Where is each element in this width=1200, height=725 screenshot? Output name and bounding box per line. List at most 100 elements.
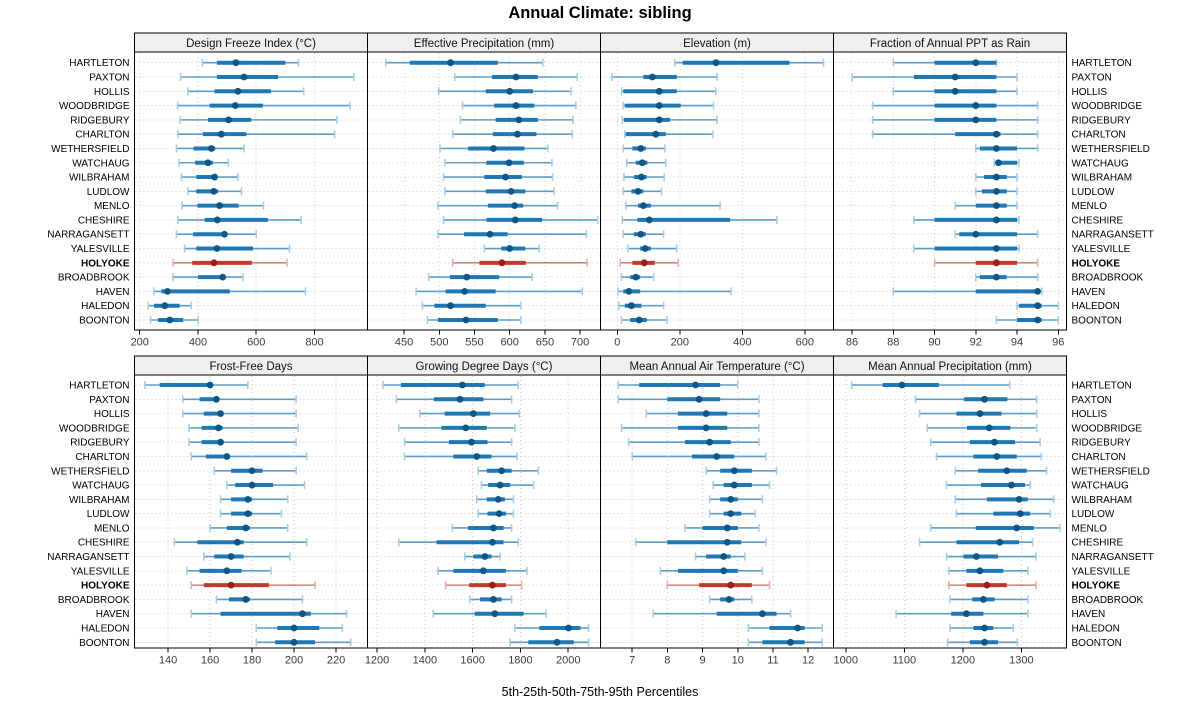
- row-label-right-ludlow: LUDLOW: [1072, 187, 1115, 198]
- dot-median: [632, 273, 640, 281]
- dot-median: [981, 395, 988, 403]
- dot-median: [227, 553, 235, 560]
- axis-tick-label: 220: [327, 655, 345, 667]
- axis-tick-label: 86: [846, 337, 858, 349]
- axis-tick-label: 96: [1052, 337, 1064, 349]
- strip-title: Frost-Free Days: [209, 361, 292, 373]
- row-label-right-charlton: CHARLTON: [1072, 452, 1126, 463]
- dot-median: [164, 288, 171, 295]
- dot-median: [494, 495, 502, 503]
- axis-tick-label: 400: [189, 337, 207, 349]
- dot-median: [507, 187, 515, 195]
- panel-growing-degree-days-c: 1200 1400 1600 1800 2000 Growing Degree Days …: [365, 355, 601, 667]
- row-ludlow: [622, 187, 663, 196]
- row-holyoke: [444, 581, 523, 590]
- row-paxton: [179, 72, 355, 81]
- dot-median: [166, 316, 174, 324]
- panel-fraction-of-annual-ppt-as-rain: 86 88 90 92 94 96 Fraction of Annual PPT as Ra…: [833, 32, 1154, 349]
- dot-median: [463, 273, 471, 281]
- row-hollis: [181, 409, 297, 418]
- axis-tick-label: 160: [201, 655, 219, 667]
- row-paxton: [395, 395, 513, 404]
- strip-title: Growing Degree Days (°C): [416, 361, 553, 373]
- row-woodbridge: [620, 423, 760, 432]
- dot-median: [637, 145, 645, 152]
- dot-median: [637, 230, 645, 238]
- dot-median: [992, 130, 1000, 138]
- dot-median: [898, 381, 906, 389]
- row-ridgebury: [627, 438, 760, 447]
- row-label-right-yalesville: YALESVILLE: [1072, 244, 1131, 255]
- vertical-gridlines-and-axis: 450 500 550 600 650 700: [395, 53, 589, 349]
- dot-median: [490, 596, 497, 603]
- row-label-right-holyoke: HOLYOKE: [1072, 258, 1121, 269]
- row-haledon: [949, 623, 1015, 632]
- row-label-left-ridgebury: RIDGEBURY: [70, 115, 130, 126]
- row-watchaug: [945, 481, 1032, 490]
- row-wethersfield: [439, 144, 549, 153]
- dot-median: [1034, 302, 1042, 310]
- row-label-left-hartleton: HARTLETON: [69, 381, 129, 392]
- axis-tick-label: 9: [700, 655, 706, 667]
- percentile-marks: [617, 381, 824, 647]
- dot-median: [992, 187, 1000, 195]
- row-label-left-wethersfield: WETHERSFIELD: [51, 144, 129, 155]
- dot-median: [468, 438, 475, 446]
- dot-median: [506, 245, 514, 252]
- dot-median: [727, 510, 735, 518]
- row-hartleton: [674, 58, 825, 67]
- row-holyoke: [451, 258, 588, 267]
- row-hartleton: [201, 58, 300, 67]
- dot-median: [458, 381, 466, 389]
- percentile-marks: [147, 58, 355, 324]
- category-labels-left: HARTLETON PAXTON HOLLIS WOODBRIDGE RIDGEBURY…: [47, 381, 130, 649]
- row-label-right-ridgebury: RIDGEBURY: [1072, 438, 1132, 449]
- row-wethersfield: [175, 144, 245, 153]
- row-cheshire: [173, 538, 308, 547]
- dot-median: [634, 187, 642, 195]
- row-narragansett: [945, 552, 1037, 561]
- vertical-gridlines-and-axis: 1000 1100 1200 1300: [834, 376, 1034, 667]
- dot-median: [469, 410, 477, 417]
- dot-median: [655, 87, 663, 95]
- dot-median: [962, 610, 970, 618]
- dot-median: [495, 510, 503, 518]
- dot-median: [227, 581, 235, 589]
- row-wethersfield: [622, 144, 666, 153]
- dot-median: [511, 216, 519, 224]
- axis-tick-label: 11: [767, 655, 778, 667]
- dot-median: [625, 288, 633, 295]
- dot-median: [248, 467, 256, 475]
- row-label-right-watchaug: WATCHAUG: [1072, 481, 1129, 492]
- axis-tick-label: 600: [796, 337, 814, 349]
- row-label-left-boonton: BOONTON: [79, 638, 129, 649]
- row-label-right-hollis: HOLLIS: [1072, 409, 1108, 420]
- dot-median: [496, 481, 504, 489]
- axis-tick-label: 88: [887, 337, 899, 349]
- row-cheshire: [913, 215, 1020, 224]
- row-watchaug: [480, 481, 535, 490]
- row-label-right-wethersfield: WETHERSFIELD: [1072, 144, 1150, 155]
- row-narragansett: [437, 230, 588, 239]
- row-narragansett: [202, 552, 291, 561]
- row-label-left-menlo: MENLO: [94, 201, 130, 212]
- dot-median: [216, 202, 223, 210]
- dot-median: [992, 245, 1000, 252]
- row-ridgebury: [621, 115, 718, 124]
- chart-title: Annual Climate: sibling: [508, 4, 692, 22]
- row-ludlow: [708, 509, 757, 518]
- row-label-right-haven: HAVEN: [1072, 287, 1106, 298]
- panel-mean-annual-air-temperature-c: 7 8 9 10 11 12 Mean Annual Air Temperature (°C…: [600, 355, 834, 667]
- dot-median: [244, 510, 252, 518]
- dot-median: [655, 116, 663, 124]
- row-hartleton: [892, 58, 998, 67]
- row-charlton: [871, 130, 1039, 139]
- dot-median: [976, 567, 984, 575]
- axis-tick-label: 200: [671, 337, 689, 349]
- dot-median: [720, 567, 728, 575]
- row-cheshire: [177, 215, 302, 224]
- row-label-left-haven: HAVEN: [96, 287, 130, 298]
- row-haledon: [147, 301, 193, 310]
- row-woodbridge: [398, 423, 516, 432]
